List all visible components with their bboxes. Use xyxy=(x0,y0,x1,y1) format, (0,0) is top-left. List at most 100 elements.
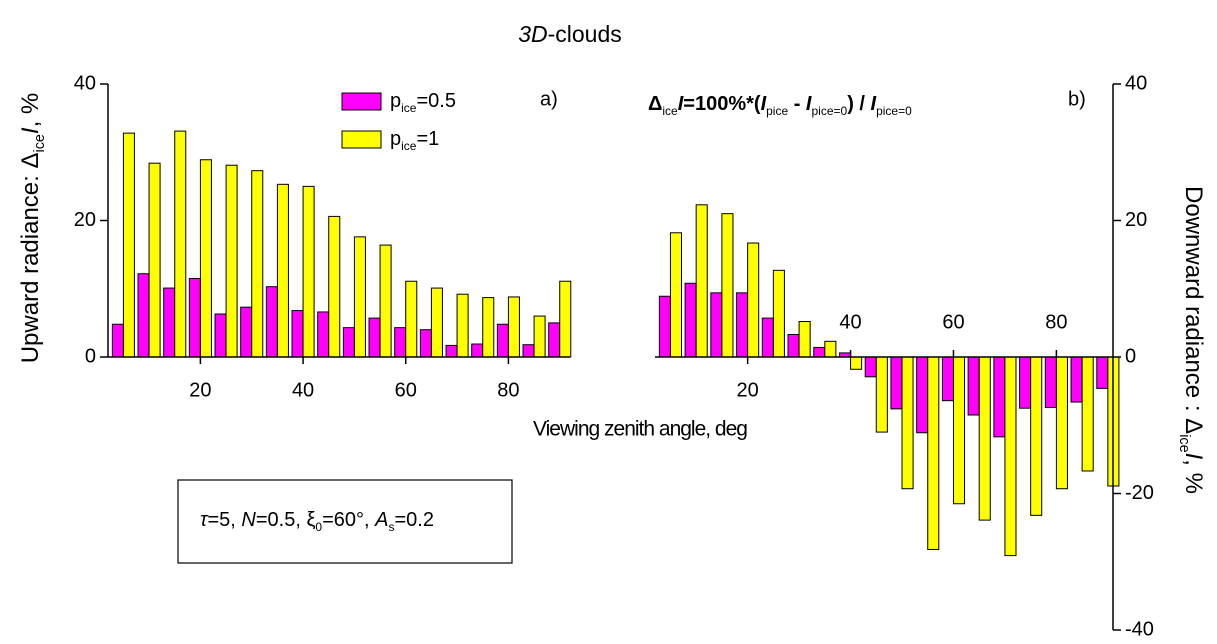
bar xyxy=(864,356,877,378)
bar xyxy=(1019,356,1032,409)
bar xyxy=(658,295,671,358)
bar xyxy=(471,343,484,358)
bar xyxy=(952,356,966,505)
x-axis-label: Viewing zenith angle, deg xyxy=(533,418,747,441)
y-tick-label: 20 xyxy=(74,209,96,231)
text-segment: p xyxy=(390,90,401,112)
text-segment: pice=0 xyxy=(811,104,847,118)
legend-swatch xyxy=(341,92,382,111)
text-segment: pice=0 xyxy=(876,104,912,118)
bar xyxy=(1044,356,1057,409)
x-tick-label: 20 xyxy=(737,379,759,401)
annotation-box xyxy=(177,479,513,564)
text-segment: Upward radiance: Δ xyxy=(17,152,44,363)
bar xyxy=(824,340,837,358)
text-segment: 3D xyxy=(518,21,547,47)
bar xyxy=(188,278,201,358)
chart-title: 3D-clouds xyxy=(518,21,622,47)
bar xyxy=(240,306,253,358)
y-axis-label: Upward radiance: ΔiceI, % xyxy=(17,93,47,364)
text-segment: I xyxy=(761,93,767,115)
panel-label: b) xyxy=(1068,88,1086,110)
bar xyxy=(302,185,315,358)
x-tick-label: 60 xyxy=(395,379,417,401)
bar xyxy=(927,356,940,550)
bar xyxy=(265,286,278,358)
bar xyxy=(993,356,1006,438)
bar xyxy=(695,204,708,358)
x-tick-label: 60 xyxy=(942,311,964,333)
bar xyxy=(850,356,863,370)
text-segment: I xyxy=(17,127,44,134)
annotation: τ=5, N=0.5, ξ0=60°, As=0.2 xyxy=(200,509,434,534)
x-tick-label: 20 xyxy=(189,379,211,401)
bar xyxy=(419,329,432,358)
bar xyxy=(199,159,212,358)
y-tick-label: 0 xyxy=(1125,345,1136,367)
text-segment: - xyxy=(788,93,806,115)
text-segment: ice xyxy=(662,104,678,118)
bar xyxy=(445,344,458,358)
bar xyxy=(1096,356,1109,389)
bar xyxy=(710,292,723,358)
bar xyxy=(916,356,929,434)
x-tick-label: 80 xyxy=(497,379,519,401)
legend-label: pice=0.5 xyxy=(390,90,456,115)
bar xyxy=(394,327,407,358)
legend-label: pice=1 xyxy=(390,128,439,153)
y-tick-label: -40 xyxy=(1125,618,1154,640)
y-tick-label: 40 xyxy=(1125,72,1147,94)
bar xyxy=(430,287,443,358)
bar xyxy=(772,269,785,358)
text-segment: τ xyxy=(200,509,209,531)
bar xyxy=(317,311,330,358)
bar xyxy=(276,183,289,358)
bar xyxy=(174,130,187,358)
bar xyxy=(342,327,355,358)
text-segment: I xyxy=(806,93,812,115)
bar xyxy=(163,287,176,358)
y-tick-label: 20 xyxy=(1125,209,1147,231)
text-segment: , % xyxy=(1180,459,1207,494)
text-segment: =0.5, ξ xyxy=(256,509,316,531)
y-tick-label: -20 xyxy=(1125,482,1154,504)
formula: ΔiceI=100%*(Ipice - Ipice=0) / Ipice=0 xyxy=(648,93,912,118)
bar xyxy=(548,322,561,358)
text-segment: ice xyxy=(32,134,48,152)
bar xyxy=(1030,356,1043,516)
text-segment: ice xyxy=(1176,434,1192,452)
y-axis-label: Downward radiance : ΔiceI, % xyxy=(1176,186,1206,494)
bar xyxy=(214,313,227,358)
text-segment: ) / xyxy=(847,93,870,115)
bar xyxy=(798,321,811,358)
y-tick-label: 0 xyxy=(85,345,96,367)
bar xyxy=(747,242,760,358)
text-segment: =100%*( xyxy=(683,93,761,115)
bar xyxy=(225,164,238,358)
bar xyxy=(721,213,734,358)
bar xyxy=(684,282,697,358)
bar xyxy=(1055,356,1068,490)
text-segment: =0.5 xyxy=(416,90,455,112)
y-tick-label: 40 xyxy=(74,72,96,94)
text-segment: Δ xyxy=(648,93,662,115)
text-segment: pice xyxy=(766,104,788,118)
text-segment: =1 xyxy=(416,128,439,150)
bar xyxy=(669,232,683,358)
text-segment: -clouds xyxy=(548,21,622,47)
text-segment: N xyxy=(241,509,256,531)
bar xyxy=(368,317,381,358)
bar xyxy=(813,346,826,358)
bar xyxy=(328,215,341,358)
text-segment: 0 xyxy=(315,520,322,534)
text-segment: =5, xyxy=(207,509,241,531)
text-segment: =0.2 xyxy=(395,509,434,531)
bar xyxy=(111,323,124,358)
bar xyxy=(559,280,572,358)
bar xyxy=(122,132,135,358)
bar xyxy=(890,356,903,410)
bar xyxy=(1070,356,1083,403)
bar xyxy=(875,356,888,433)
text-segment: ice xyxy=(401,139,417,153)
